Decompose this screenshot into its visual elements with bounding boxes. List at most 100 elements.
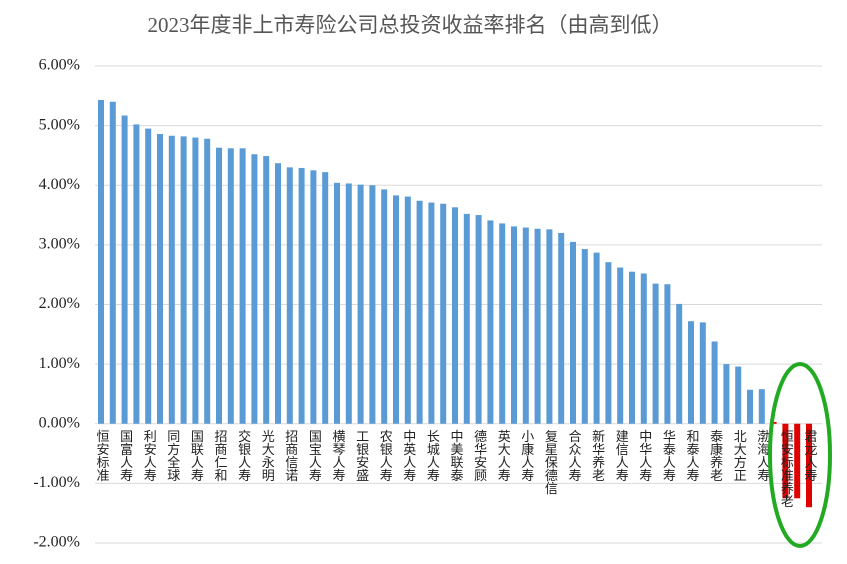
x-tick-label: 招商仁和 bbox=[212, 430, 228, 482]
bar bbox=[121, 115, 128, 424]
x-tick-label: 交银人寿 bbox=[235, 429, 251, 482]
bar bbox=[416, 200, 423, 424]
bar bbox=[463, 213, 470, 424]
x-tick-label: 同方全球 bbox=[164, 430, 180, 482]
x-tick-label: 横琴人寿 bbox=[330, 430, 346, 482]
bar bbox=[133, 124, 140, 424]
bar bbox=[782, 423, 789, 499]
bar bbox=[699, 322, 706, 424]
bar bbox=[522, 227, 529, 424]
x-tick-label: 招商信诺 bbox=[282, 430, 298, 482]
bar bbox=[499, 223, 506, 424]
bar bbox=[157, 133, 163, 424]
y-tick-label: 5.00% bbox=[39, 116, 80, 133]
bar bbox=[428, 202, 435, 424]
x-tick-label: 泰康养老 bbox=[707, 430, 723, 482]
bar bbox=[404, 196, 411, 424]
x-tick-label: 国富人寿 bbox=[117, 430, 133, 482]
bar bbox=[180, 136, 187, 424]
y-tick-label: 0.00% bbox=[39, 414, 80, 431]
y-tick-label: 2.00% bbox=[39, 295, 80, 312]
bar bbox=[747, 389, 753, 424]
x-tick-label: 光大永明 bbox=[259, 430, 275, 483]
x-tick-label: 建信人寿 bbox=[613, 430, 629, 482]
bar bbox=[558, 232, 565, 424]
bar bbox=[629, 271, 635, 424]
bar bbox=[570, 241, 576, 424]
x-tick-label: 和泰人寿 bbox=[684, 430, 700, 482]
x-tick-label: 小康人寿 bbox=[518, 430, 534, 482]
x-tick-label: 德华安顾 bbox=[471, 430, 487, 483]
x-tick-label: 渤海人寿 bbox=[754, 429, 770, 482]
bar bbox=[640, 273, 647, 424]
y-tick-label: 6.00% bbox=[39, 57, 80, 74]
bar bbox=[605, 262, 612, 424]
bar bbox=[487, 220, 494, 424]
bar bbox=[452, 207, 458, 424]
bar bbox=[357, 184, 364, 424]
bar bbox=[758, 389, 765, 424]
x-tick-label: 恒安标准 bbox=[94, 430, 110, 482]
bar bbox=[735, 366, 742, 424]
bar bbox=[381, 189, 388, 424]
bar bbox=[145, 128, 152, 424]
y-tick-label: 1.00% bbox=[39, 355, 80, 372]
bar bbox=[369, 185, 376, 424]
x-tick-label: 恒安标准养老 bbox=[778, 430, 794, 508]
bar bbox=[617, 267, 624, 424]
bar bbox=[216, 147, 222, 424]
x-tick-label: 君龙人寿 bbox=[802, 430, 818, 482]
bar bbox=[322, 172, 329, 424]
bar bbox=[723, 364, 730, 424]
bar bbox=[227, 148, 234, 424]
chart-title: 2023年度非上市寿险公司总投资收益率排名（由高到低） bbox=[148, 13, 673, 37]
bar bbox=[593, 252, 600, 424]
x-tick-label: 北大方正 bbox=[731, 430, 747, 482]
bar bbox=[511, 226, 517, 424]
x-tick-label: 合众人寿 bbox=[566, 430, 582, 482]
x-tick-label: 利安人寿 bbox=[141, 430, 157, 482]
bar bbox=[251, 154, 258, 424]
bar bbox=[794, 423, 801, 499]
bar bbox=[393, 195, 399, 424]
bar bbox=[664, 284, 671, 424]
bar bbox=[168, 135, 175, 424]
bar bbox=[263, 156, 270, 424]
bar bbox=[546, 229, 553, 424]
bar bbox=[286, 167, 293, 424]
bar bbox=[806, 423, 812, 508]
highlight-ellipse bbox=[768, 362, 832, 548]
x-tick-label: 中华人寿 bbox=[636, 430, 652, 482]
x-tick-label: 复星保德信 bbox=[542, 430, 558, 495]
x-tick-label: 工银安盛 bbox=[353, 430, 369, 482]
x-tick-label: 中英人寿 bbox=[400, 430, 416, 482]
x-tick-label: 长城人寿 bbox=[424, 430, 440, 482]
bar bbox=[204, 138, 211, 424]
bar bbox=[275, 163, 281, 424]
bar bbox=[298, 167, 305, 424]
bar bbox=[688, 321, 694, 424]
bar bbox=[711, 341, 718, 424]
y-tick-label: 4.00% bbox=[39, 176, 80, 193]
x-tick-label: 国宝人寿 bbox=[306, 430, 322, 482]
bar bbox=[475, 215, 482, 424]
bar bbox=[676, 303, 683, 424]
bar bbox=[334, 182, 340, 424]
bar bbox=[192, 137, 199, 424]
bar bbox=[652, 283, 659, 424]
y-tick-label: 3.00% bbox=[39, 236, 80, 253]
bar bbox=[345, 183, 352, 424]
y-tick-label: -2.00% bbox=[33, 534, 80, 551]
bar bbox=[534, 228, 541, 424]
bar bbox=[109, 101, 116, 424]
x-tick-label: 英大人寿 bbox=[495, 430, 511, 482]
y-tick-label: -1.00% bbox=[33, 474, 80, 491]
x-tick-label: 新华养老 bbox=[589, 429, 605, 482]
bar bbox=[310, 170, 317, 424]
x-tick-label: 中美联泰 bbox=[448, 430, 464, 482]
x-tick-label: 国联人寿 bbox=[188, 430, 204, 482]
x-tick-label: 华泰人寿 bbox=[660, 430, 676, 482]
bar bbox=[440, 203, 447, 424]
